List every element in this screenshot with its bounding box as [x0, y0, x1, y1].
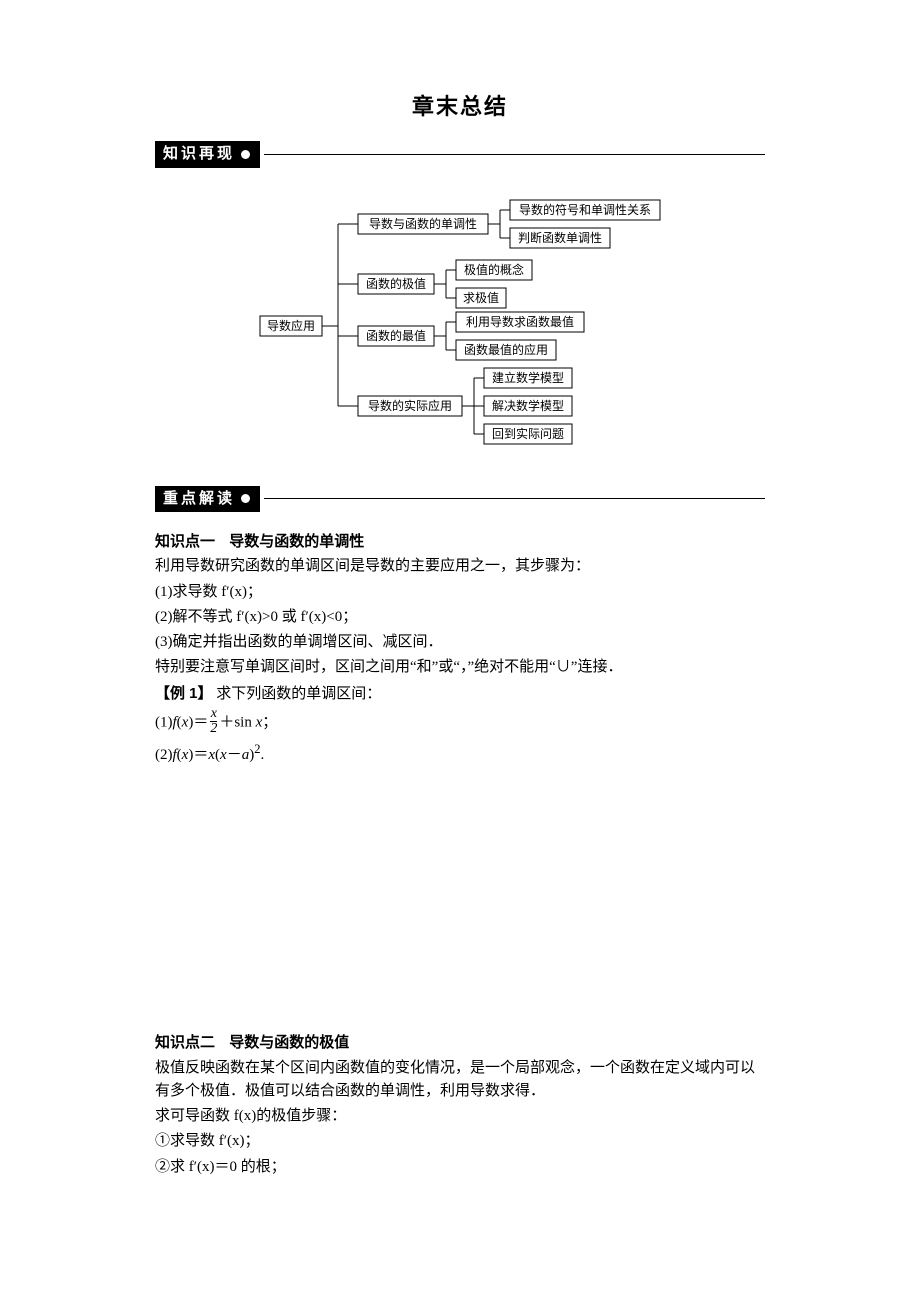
example-item: (1)f(x)＝x2＋sin x； — [155, 708, 765, 738]
svg-text:导数的符号和单调性关系: 导数的符号和单调性关系 — [519, 202, 651, 217]
svg-text:解决数学模型: 解决数学模型 — [492, 398, 564, 413]
svg-text:求极值: 求极值 — [463, 290, 499, 305]
kp1-label: 知识点一 — [155, 533, 215, 550]
paragraph: 利用导数研究函数的单调区间是导数的主要应用之一，其步骤为： — [155, 555, 765, 578]
page: 章末总结 知识再现 导数应用导数与函数的单调性函数的极值函数的最值导数的实际应用… — [0, 0, 920, 1221]
svg-text:建立数学模型: 建立数学模型 — [492, 370, 564, 385]
divider-line — [264, 498, 765, 499]
section-banner-2: 重点解读 — [155, 486, 765, 513]
knowledge-point-2: 知识点二 导数与函数的极值 极值反映函数在某个区间内函数值的变化情况，是一个局部… — [155, 1031, 765, 1179]
section-badge-1-text: 知识再现 — [163, 143, 235, 166]
svg-text:利用导数求函数最值: 利用导数求函数最值 — [466, 314, 574, 329]
spacer — [155, 769, 765, 1029]
paragraph: (3)确定并指出函数的单调增区间、减区间． — [155, 631, 765, 654]
example-tag: 【例 1】 — [155, 685, 213, 702]
svg-text:判断函数单调性: 判断函数单调性 — [518, 230, 602, 245]
kp2-label: 知识点二 — [155, 1034, 215, 1051]
kp2-title: 导数与函数的极值 — [229, 1034, 349, 1051]
paragraph: (1)求导数 f′(x)； — [155, 581, 765, 604]
tree-diagram: 导数应用 导数与函数的单调性函数的极值函数的最值导数的实际应用 导数的符号和单调性关… — [155, 188, 765, 450]
paragraph: 极值反映函数在某个区间内函数值的变化情况，是一个局部观念，一个函数在定义域内可以… — [155, 1057, 765, 1104]
paragraph: ②求 f′(x)＝0 的根； — [155, 1156, 765, 1179]
dot-icon — [241, 150, 250, 159]
svg-text:回到实际问题: 回到实际问题 — [492, 426, 564, 441]
knowledge-point-1: 知识点一 导数与函数的单调性 利用导数研究函数的单调区间是导数的主要应用之一，其… — [155, 530, 765, 767]
svg-text:函数的最值: 函数的最值 — [366, 328, 426, 343]
paragraph: (2)解不等式 f′(x)>0 或 f′(x)<0； — [155, 606, 765, 629]
paragraph: 求可导函数 f(x)的极值步骤： — [155, 1105, 765, 1128]
section-badge-1: 知识再现 — [155, 141, 260, 168]
paragraph: 特别要注意写单调区间时，区间之间用“和”或“，”绝对不能用“∪”连接． — [155, 656, 765, 679]
section-banner-1: 知识再现 — [155, 141, 765, 168]
dot-icon — [241, 494, 250, 503]
svg-text:函数的极值: 函数的极值 — [366, 276, 426, 291]
example-lead: 求下列函数的单调区间： — [216, 686, 381, 702]
svg-text:导数与函数的单调性: 导数与函数的单调性 — [369, 216, 477, 231]
svg-text:导数应用: 导数应用 — [267, 318, 315, 333]
svg-text:极值的概念: 极值的概念 — [464, 262, 524, 277]
page-title: 章末总结 — [155, 90, 765, 123]
svg-text:函数最值的应用: 函数最值的应用 — [464, 342, 548, 357]
section-badge-2-text: 重点解读 — [163, 488, 235, 511]
section-badge-2: 重点解读 — [155, 486, 260, 513]
paragraph: ①求导数 f′(x)； — [155, 1130, 765, 1153]
svg-text:导数的实际应用: 导数的实际应用 — [368, 398, 452, 413]
example-item: (2)f(x)＝x(x－a)2. — [155, 740, 765, 767]
kp1-title: 导数与函数的单调性 — [229, 533, 364, 550]
divider-line — [264, 154, 765, 155]
